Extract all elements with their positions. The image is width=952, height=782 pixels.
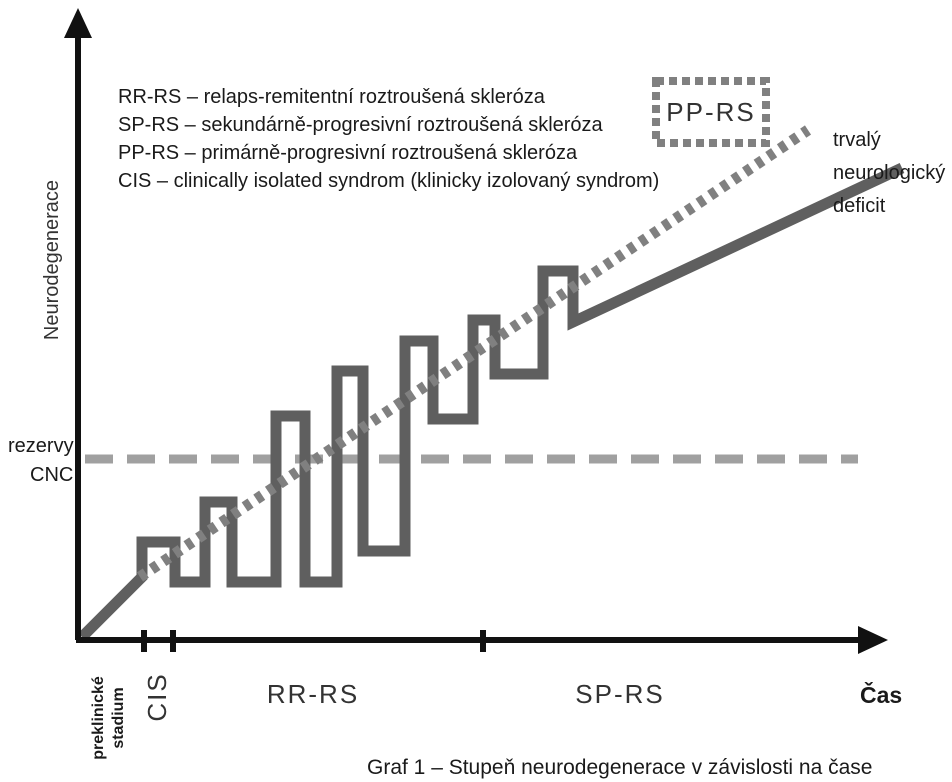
phase-preclinical-line1: preklinické (90, 676, 107, 760)
legend-pprs: PP-RS – primárně-progresivní roztroušená… (118, 142, 578, 164)
phase-cis: CIS (142, 672, 172, 721)
y-axis-arrow (64, 8, 92, 38)
deficit-label-line3: deficit (833, 195, 886, 217)
pp-rs-box-label: PP-RS (666, 97, 755, 127)
legend-rrrs: RR-RS – relaps-remitentní roztroušená sk… (118, 86, 546, 108)
reserve-label-line2: CNC (30, 464, 73, 486)
x-axis-label: Čas (860, 681, 902, 708)
disease-course-curve (78, 163, 905, 641)
deficit-label-line2: neurologický (833, 162, 945, 184)
pp-rs-box (652, 77, 770, 147)
y-axis-label: Neurodegenerace (41, 180, 63, 340)
legend-sprs: SP-RS – sekundárně-progresivní roztrouše… (118, 114, 604, 136)
phase-sprs: SP-RS (575, 679, 664, 709)
figure-caption: Graf 1 – Stupeň neurodegenerace v závisl… (367, 756, 872, 779)
phase-rrrs: RR-RS (267, 679, 359, 709)
deficit-label-line1: trvalý (833, 129, 881, 151)
phase-preclinical-line2: stadium (110, 687, 127, 748)
reserve-label-line1: rezervy (8, 435, 74, 457)
x-axis-arrow (858, 626, 888, 654)
legend-cis: CIS – clinically isolated syndrom (klini… (118, 170, 659, 192)
